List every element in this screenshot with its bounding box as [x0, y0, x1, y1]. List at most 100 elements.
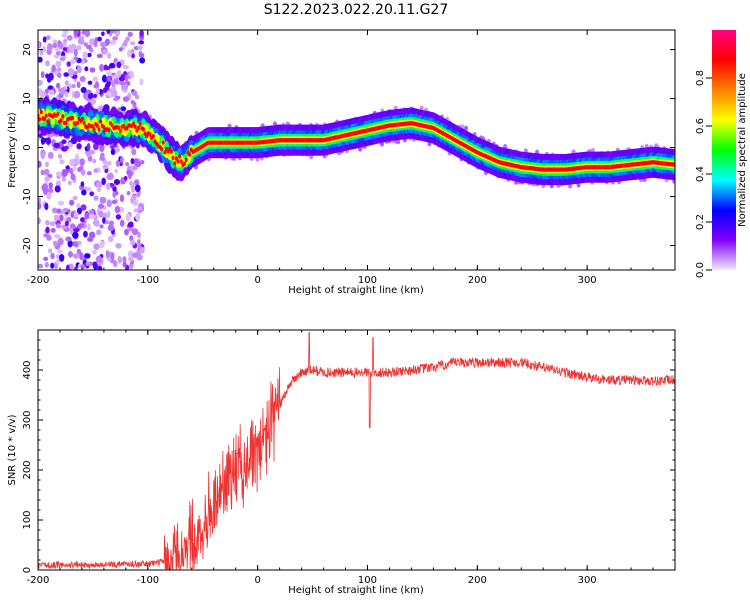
heatmap-cell: [86, 143, 91, 151]
heatmap-cell: [123, 39, 128, 47]
heatmap-cell: [77, 240, 82, 246]
heatmap-cell: [55, 60, 62, 68]
heatmap-cell: [48, 89, 55, 96]
heatmap-cell: [131, 90, 138, 96]
heatmap-cell: [38, 160, 42, 168]
heatmap-cell: [39, 109, 43, 115]
heatmap-cell: [73, 30, 80, 35]
heatmap-cell: [73, 228, 80, 233]
heatmap-cell: [44, 262, 49, 268]
heatmap-cell: [127, 222, 133, 228]
heatmap-cell: [96, 229, 102, 236]
colorbar-label: Normalized spectral amplitude: [737, 73, 748, 227]
heatmap-cell: [118, 128, 122, 134]
heatmap-cell: [47, 151, 54, 160]
heatmap-cell: [43, 184, 49, 190]
heatmap-cell: [80, 204, 87, 211]
heatmap-cell: [79, 75, 86, 83]
heatmap-cell: [87, 223, 91, 231]
colorbar-tick-label: 0.2: [695, 214, 706, 230]
colorbar-gradient: [712, 30, 736, 270]
heatmap-cell: [131, 53, 135, 59]
heatmap-cell: [40, 152, 46, 160]
heatmap-cell: [106, 199, 112, 208]
heatmap-cell: [113, 146, 120, 153]
heatmap-cell: [95, 87, 100, 96]
heatmap-cell: [107, 224, 115, 232]
heatmap-cell: [82, 121, 86, 126]
heatmap-cell: [130, 183, 136, 190]
x-tick-label: -100: [136, 275, 159, 286]
heatmap-cell: [120, 106, 127, 112]
heatmap-cell: [135, 160, 142, 168]
heatmap-cell: [112, 186, 117, 193]
heatmap-cell: [84, 30, 91, 38]
heatmap-cell: [77, 223, 85, 228]
y-tick-label: 300: [22, 410, 33, 429]
heatmap-cell: [132, 252, 138, 259]
heatmap-cell: [137, 242, 142, 249]
heatmap-cell: [46, 43, 53, 52]
heatmap-cell: [100, 196, 107, 204]
heatmap-cell: [45, 60, 50, 67]
heatmap-cell: [115, 159, 121, 167]
heatmap-cell: [52, 39, 58, 44]
heatmap-cell: [62, 47, 67, 52]
heatmap-cell: [87, 80, 93, 85]
heatmap-cell: [97, 127, 101, 132]
heatmap-cell: [129, 41, 136, 46]
heatmap-cell: [50, 262, 55, 269]
heatmap-cell: [38, 40, 41, 48]
heatmap-cell: [84, 66, 89, 72]
heatmap-cell: [151, 133, 155, 139]
heatmap-cell: [105, 182, 111, 191]
heatmap-cell: [672, 162, 675, 167]
heatmap-cell: [576, 182, 581, 188]
heatmap-cell: [126, 190, 131, 196]
heatmap-cell: [111, 74, 119, 79]
heatmap-cell: [61, 168, 68, 177]
heatmap-cell: [109, 39, 117, 45]
heatmap-cell: [56, 171, 62, 177]
heatmap-cell: [161, 140, 165, 145]
heatmap-cell: [83, 230, 88, 238]
heatmap-cell: [134, 184, 141, 193]
heatmap-cell: [108, 220, 115, 226]
heatmap-cell: [93, 243, 100, 250]
heatmap-cell: [61, 33, 67, 38]
heatmap-cell: [97, 203, 105, 209]
heatmap-cell: [117, 125, 121, 130]
heatmap-cell: [156, 134, 161, 143]
x-tick-label: 0: [254, 575, 260, 586]
snr-series-line: [38, 332, 675, 570]
heatmap-cell: [95, 255, 102, 264]
heatmap-cell: [160, 146, 164, 152]
colorbar-ticks: 0.0 0.2 0.4 0.6 0.8: [695, 70, 712, 278]
heatmap-cell: [63, 72, 70, 77]
heatmap-cell: [59, 118, 63, 123]
heatmap-cell: [124, 74, 129, 83]
heatmap-cell: [136, 254, 143, 261]
heatmap-cell: [107, 127, 111, 133]
heatmap-cell: [67, 239, 73, 248]
heatmap-cell: [119, 219, 125, 227]
heatmap-cell: [52, 42, 58, 49]
heatmap-cell: [136, 125, 140, 131]
heatmap-cell: [64, 120, 68, 126]
heatmap-cell: [82, 51, 88, 59]
heatmap-cell: [107, 172, 114, 180]
heatmap-cell: [139, 52, 145, 58]
heatmap-cell: [67, 67, 75, 76]
heatmap-cell: [72, 253, 79, 258]
spectrogram-y-label: Frequency (Hz): [7, 112, 18, 188]
heatmap-cell: [66, 61, 71, 67]
heatmap-cell: [90, 97, 95, 106]
heatmap-cell: [148, 132, 152, 137]
heatmap-cell: [130, 196, 135, 204]
figure-title: S122.2023.022.20.11.G27: [264, 2, 449, 18]
heatmap-cell: [90, 123, 94, 129]
heatmap-cell: [92, 76, 99, 82]
heatmap-cell: [84, 253, 91, 259]
heatmap-cell: [44, 176, 50, 182]
